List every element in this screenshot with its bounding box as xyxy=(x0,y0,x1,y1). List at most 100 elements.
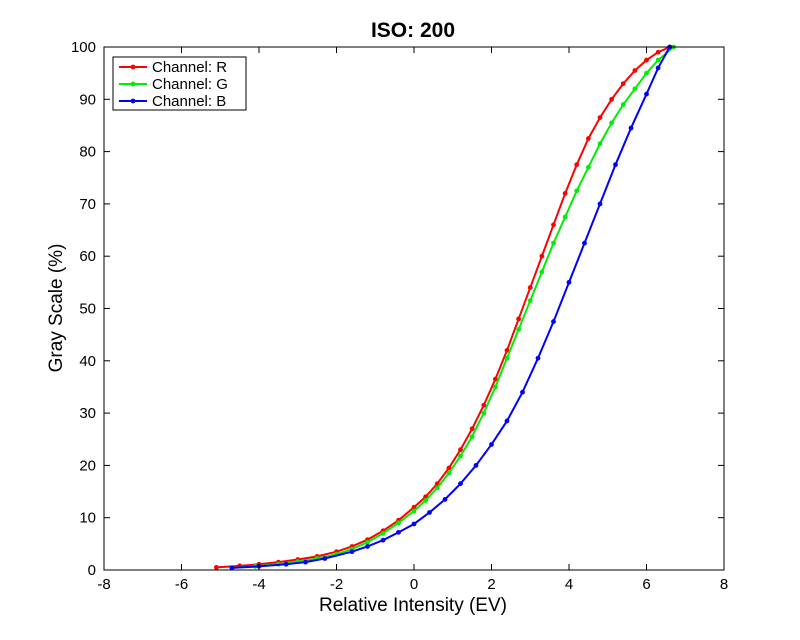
data-point-channel-g xyxy=(458,453,463,459)
series-channel-r xyxy=(213,44,673,570)
data-point-channel-r xyxy=(492,376,498,382)
data-point-channel-g xyxy=(469,434,475,440)
data-point-channel-r xyxy=(213,564,219,570)
data-point-channel-b xyxy=(535,355,541,361)
data-point-channel-r xyxy=(411,504,417,510)
x-tick-label: 8 xyxy=(720,576,728,593)
data-point-channel-g xyxy=(516,327,522,332)
x-tick-label: -4 xyxy=(252,576,265,593)
y-tick-label: 50 xyxy=(79,301,96,318)
data-point-channel-b xyxy=(349,549,355,555)
data-point-channel-r xyxy=(655,49,661,55)
y-tick-label: 60 xyxy=(79,248,96,265)
data-point-channel-b xyxy=(303,559,308,565)
data-point-channel-b xyxy=(551,319,556,324)
x-tick-label: -2 xyxy=(330,576,343,593)
plot-frame xyxy=(103,46,725,571)
data-point-channel-g xyxy=(620,102,626,107)
plot-content xyxy=(213,44,677,571)
x-tick-label: 2 xyxy=(487,576,495,593)
data-point-channel-g xyxy=(434,485,440,491)
data-point-channel-b xyxy=(597,201,603,207)
data-point-channel-b xyxy=(473,463,479,468)
data-point-channel-r xyxy=(458,447,463,453)
data-point-channel-b xyxy=(283,561,289,567)
data-point-channel-b xyxy=(644,91,649,97)
x-tick-label: -8 xyxy=(97,576,110,593)
legend-marker-channel-b xyxy=(130,98,136,104)
legend-marker-channel-r xyxy=(130,64,136,70)
data-point-channel-g xyxy=(655,57,661,63)
data-point-channel-g xyxy=(597,141,603,147)
y-tick-label: 80 xyxy=(79,144,96,161)
y-axis-label: Gray Scale (%) xyxy=(46,244,67,373)
data-point-channel-r xyxy=(644,57,649,63)
data-point-channel-b xyxy=(489,442,494,447)
data-point-channel-r xyxy=(527,285,533,290)
data-point-channel-b xyxy=(396,529,401,535)
data-point-channel-r xyxy=(481,402,487,408)
y-tick-label: 40 xyxy=(79,353,96,370)
data-point-channel-r xyxy=(609,96,615,102)
data-point-channel-g xyxy=(481,410,487,416)
data-point-channel-g xyxy=(380,530,386,536)
y-tick-label: 90 xyxy=(79,91,96,108)
data-point-channel-g xyxy=(527,298,533,304)
data-point-channel-r xyxy=(597,115,603,121)
legend-label-channel-b: Channel: B xyxy=(152,93,226,110)
y-tick-label: 100 xyxy=(71,39,96,56)
data-point-channel-r xyxy=(574,162,580,168)
data-point-channel-g xyxy=(365,539,370,545)
data-point-channel-b xyxy=(582,240,587,246)
data-point-channel-g xyxy=(551,240,556,246)
data-point-channel-r xyxy=(446,465,452,471)
data-point-channel-b xyxy=(427,510,432,515)
x-tick-label: 4 xyxy=(565,576,573,593)
series-line-channel-b xyxy=(231,46,671,569)
data-point-channel-b xyxy=(613,162,618,168)
chart-title: ISO: 200 xyxy=(371,19,455,42)
data-point-channel-g xyxy=(396,520,401,526)
data-point-channel-r xyxy=(632,68,638,73)
data-point-channel-b xyxy=(365,544,370,549)
data-point-channel-b xyxy=(655,65,661,71)
data-point-channel-b xyxy=(520,389,525,395)
data-point-channel-g xyxy=(539,269,545,275)
data-point-channel-b xyxy=(322,556,328,561)
legend-marker-channel-g xyxy=(130,81,136,87)
data-point-channel-b xyxy=(458,481,463,487)
data-point-channel-r xyxy=(551,222,556,228)
data-point-channel-g xyxy=(585,164,591,170)
data-point-channel-g xyxy=(423,498,429,503)
data-point-channel-g xyxy=(504,355,510,361)
data-point-channel-r xyxy=(585,136,591,141)
data-point-channel-b xyxy=(628,125,634,131)
data-point-channel-b xyxy=(442,496,448,502)
data-point-channel-b xyxy=(229,565,235,571)
data-point-channel-g xyxy=(411,508,417,514)
data-point-channel-b xyxy=(504,418,510,424)
data-point-channel-r xyxy=(469,426,475,432)
data-point-channel-b xyxy=(380,537,386,543)
y-tick-label: 70 xyxy=(79,196,96,213)
data-point-channel-r xyxy=(516,316,522,322)
x-tick-label: 0 xyxy=(410,576,418,593)
data-point-channel-r xyxy=(620,81,626,87)
data-point-channel-g xyxy=(446,470,452,476)
y-tick-label: 10 xyxy=(79,510,96,527)
x-axis-label: Relative Intensity (EV) xyxy=(319,595,507,616)
data-point-channel-r xyxy=(504,347,510,353)
data-point-channel-b xyxy=(566,279,572,285)
data-point-channel-r xyxy=(562,191,568,196)
data-point-channel-b xyxy=(411,521,417,527)
legend-label-channel-r: Channel: R xyxy=(152,59,227,76)
series-line-channel-r xyxy=(216,46,671,569)
y-tick-label: 0 xyxy=(88,562,96,579)
x-tick-label: -6 xyxy=(175,576,188,593)
data-point-channel-g xyxy=(574,188,580,194)
data-point-channel-g xyxy=(562,214,568,220)
data-point-channel-g xyxy=(492,384,498,390)
